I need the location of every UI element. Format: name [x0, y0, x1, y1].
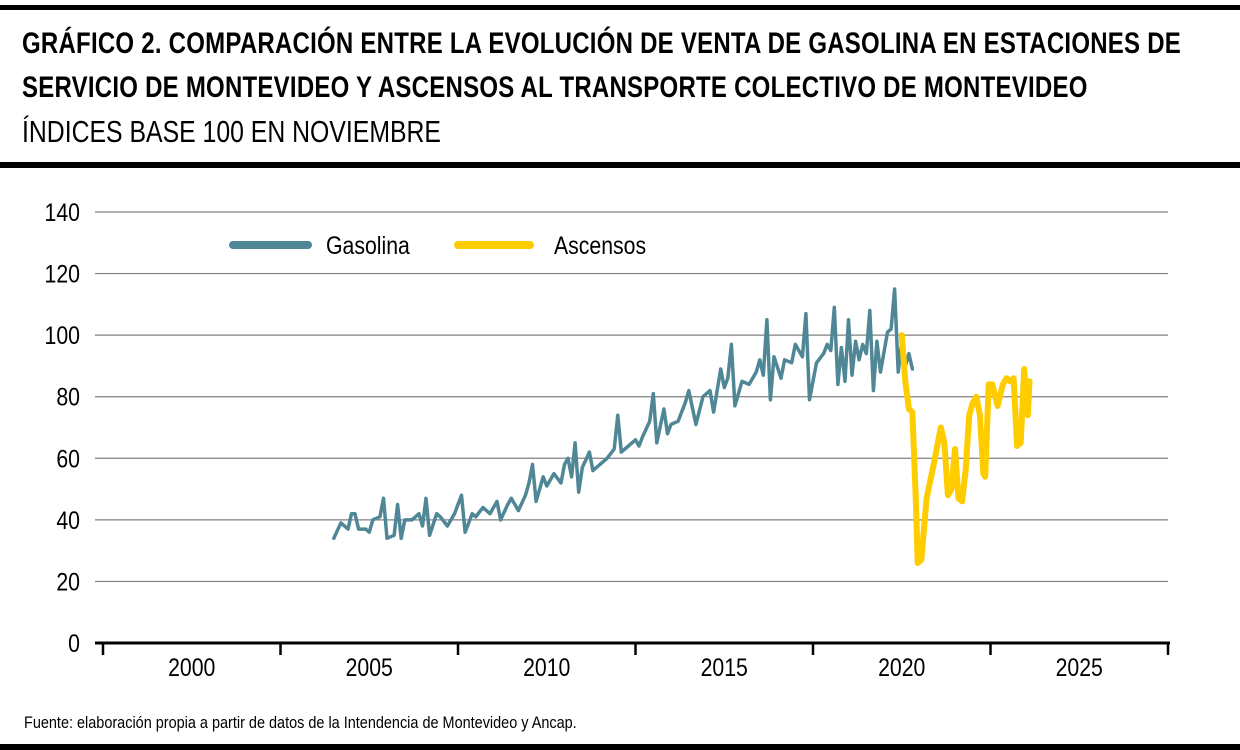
x-tick-label: 2020 — [878, 653, 925, 681]
series-line-gasolina — [332, 287, 915, 541]
y-tick-label: 60 — [56, 445, 80, 473]
y-tick-label: 100 — [45, 322, 80, 350]
y-tick-label: 120 — [45, 260, 80, 288]
x-tick-label: 2005 — [346, 653, 393, 681]
y-tick-labels: 0 20 40 60 80 100 120 140 — [45, 198, 80, 657]
source-note: Fuente: elaboración propia a partir de d… — [24, 713, 577, 732]
x-tick-label: 2000 — [168, 653, 215, 681]
legend-label-gasolina: Gasolina — [326, 231, 410, 259]
y-tick-label: 0 — [68, 629, 80, 657]
y-tick-label: 80 — [56, 383, 80, 411]
bottom-rule — [0, 744, 1240, 750]
legend: Gasolina Ascensos — [229, 231, 646, 259]
y-tick-label: 40 — [56, 506, 80, 534]
top-rule — [0, 5, 1240, 10]
x-tick-label: 2010 — [523, 653, 570, 681]
y-tick-label: 20 — [56, 568, 80, 596]
x-tick-label: 2015 — [701, 653, 748, 681]
header-divider — [0, 162, 1240, 168]
chart-subtitle: ÍNDICES BASE 100 EN NOVIEMBRE — [22, 114, 441, 149]
series-line-ascensos — [898, 332, 1033, 566]
series-lines — [332, 287, 1033, 566]
gridlines — [95, 211, 1168, 583]
y-tick-label: 140 — [45, 198, 80, 226]
chart-title: GRÁFICO 2. COMPARACIÓN ENTRE LA EVOLUCIÓ… — [22, 27, 1182, 104]
x-axis: 2000 2005 2010 2015 2020 2025 — [95, 641, 1170, 681]
x-tick-label: 2025 — [1056, 653, 1103, 681]
legend-label-ascensos: Ascensos — [554, 231, 646, 259]
